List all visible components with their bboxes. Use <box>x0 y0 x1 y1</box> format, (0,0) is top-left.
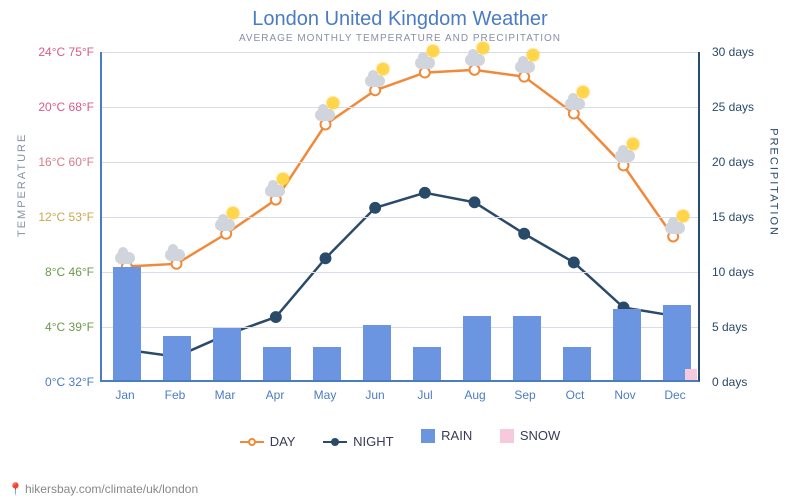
footer-attribution: 📍hikersbay.com/climate/uk/london <box>8 482 198 496</box>
series-marker <box>668 232 678 242</box>
x-tick: Jan <box>115 388 134 402</box>
legend-rain-swatch <box>421 429 435 443</box>
gridline <box>102 162 698 163</box>
series-marker <box>569 257 579 267</box>
y-right-tick: 5 days <box>712 320 780 334</box>
series-marker <box>519 72 529 82</box>
y-right-tick: 25 days <box>712 100 780 114</box>
x-tick: Dec <box>664 388 685 402</box>
footer-text: hikersbay.com/climate/uk/london <box>25 482 198 496</box>
gridline <box>102 217 698 218</box>
weather-chart: TEMPERATURE PRECIPITATION 0°C 32°F4°C 39… <box>20 52 780 422</box>
y-left-tick: 0°C 32°F <box>20 375 94 389</box>
gridline <box>102 272 698 273</box>
series-marker <box>370 203 380 213</box>
rain-bar <box>513 316 541 380</box>
legend-snow-swatch <box>500 429 514 443</box>
rain-bar <box>213 328 241 380</box>
y-left-tick: 8°C 46°F <box>20 265 94 279</box>
rain-bar <box>563 347 591 380</box>
y-left-tick: 20°C 68°F <box>20 100 94 114</box>
series-marker <box>569 109 579 119</box>
series-marker <box>370 85 380 95</box>
x-tick: Feb <box>165 388 186 402</box>
x-tick: Mar <box>215 388 236 402</box>
series-marker <box>271 195 281 205</box>
x-tick: May <box>314 388 337 402</box>
series-marker <box>420 188 430 198</box>
legend-day-label: DAY <box>270 434 296 449</box>
legend-rain: RAIN <box>421 428 472 443</box>
rain-bar <box>163 336 191 380</box>
y-left-tick: 4°C 39°F <box>20 320 94 334</box>
rain-bar <box>613 309 641 381</box>
legend-snow: SNOW <box>500 428 560 443</box>
legend-rain-label: RAIN <box>441 428 472 443</box>
legend-night-swatch <box>323 441 347 443</box>
series-marker <box>519 229 529 239</box>
series-marker <box>271 312 281 322</box>
chart-svg <box>102 52 698 380</box>
page-subtitle: AVERAGE MONTHLY TEMPERATURE AND PRECIPIT… <box>0 33 800 44</box>
y-right-tick: 30 days <box>712 45 780 59</box>
y-left-tick: 16°C 60°F <box>20 155 94 169</box>
rain-bar <box>363 325 391 380</box>
y-right-tick: 0 days <box>712 375 780 389</box>
gridline <box>102 107 698 108</box>
series-marker <box>420 68 430 78</box>
x-tick: Apr <box>266 388 285 402</box>
legend: DAY NIGHT RAIN SNOW <box>0 428 800 449</box>
x-tick: Aug <box>464 388 485 402</box>
snow-bar <box>685 369 697 380</box>
series-marker <box>221 229 231 239</box>
legend-day-swatch <box>240 441 264 443</box>
legend-snow-label: SNOW <box>520 428 560 443</box>
y-left-tick: 24°C 75°F <box>20 45 94 59</box>
series-line <box>127 70 673 267</box>
legend-day: DAY <box>240 434 296 449</box>
x-tick: Oct <box>566 388 585 402</box>
series-marker <box>470 65 480 75</box>
series-marker <box>321 253 331 263</box>
series-marker <box>470 197 480 207</box>
gridline <box>102 52 698 53</box>
y-right-tick: 20 days <box>712 155 780 169</box>
plot-area <box>100 52 700 382</box>
x-tick: Jun <box>365 388 384 402</box>
gridline <box>102 327 698 328</box>
rain-bar <box>263 347 291 380</box>
x-tick: Sep <box>514 388 535 402</box>
pin-icon: 📍 <box>8 482 23 496</box>
series-marker <box>321 120 331 130</box>
rain-bar <box>113 267 141 380</box>
y-left-tick: 12°C 53°F <box>20 210 94 224</box>
series-marker <box>172 259 182 269</box>
rain-bar <box>463 316 491 380</box>
x-tick: Jul <box>417 388 432 402</box>
y-right-tick: 10 days <box>712 265 780 279</box>
y-right-tick: 15 days <box>712 210 780 224</box>
rain-bar <box>313 347 341 380</box>
legend-night-label: NIGHT <box>353 434 393 449</box>
legend-night: NIGHT <box>323 434 393 449</box>
x-tick: Nov <box>614 388 635 402</box>
page-title: London United Kingdom Weather <box>0 0 800 31</box>
rain-bar <box>413 347 441 380</box>
